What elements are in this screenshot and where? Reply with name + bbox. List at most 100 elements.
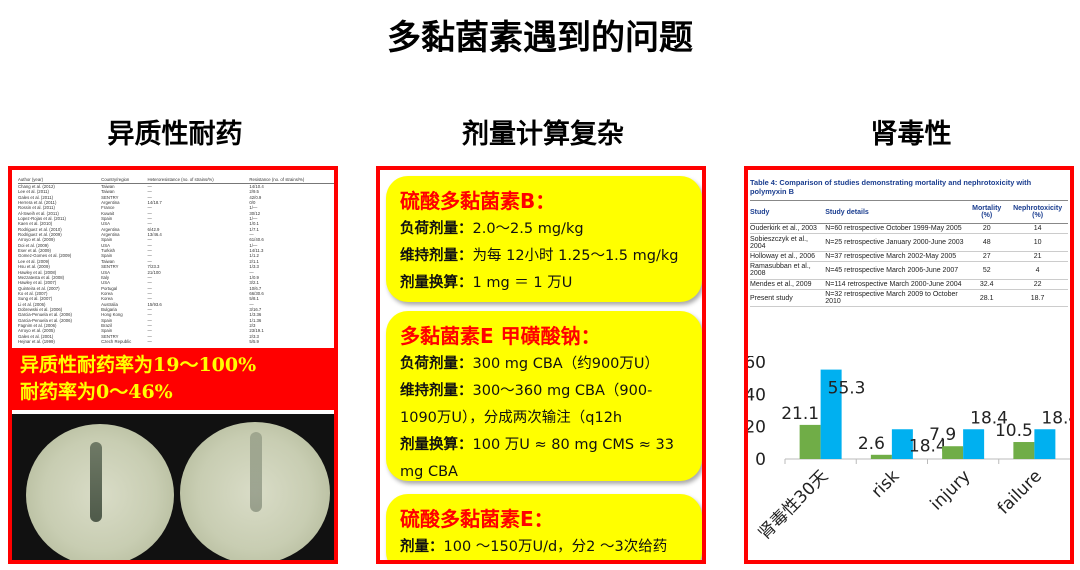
table-cell: Lopez-Rojas et al. (2011) [18, 216, 66, 222]
table-cell: 14/10.4 [249, 184, 264, 189]
card-heading: 多黏菌素E 甲磺酸钠： [400, 324, 601, 348]
column-header: Country/region [101, 176, 148, 184]
table-row: Gales et al. (2001) SENTRY — 2/3.3 [18, 334, 334, 339]
table-cell: — [147, 237, 152, 243]
table-cell: N=60 retrospective October 1999-May 2005 [825, 223, 967, 235]
nephrotoxicity-panel: Table 4: Comparison of studies demonstra… [744, 166, 1074, 564]
table-cell: — [147, 274, 152, 280]
dosage-value: 100 万U ≈ 80 mg CMS ≈ 33 mg CBA [400, 437, 674, 480]
table-cell: Gales et al. (2011) [18, 194, 54, 200]
table-cell: — [249, 232, 254, 238]
table-cell: Korea [101, 290, 113, 296]
table-cell: 1/0.9 [249, 274, 259, 280]
table-cell: Hejnar et al. (1999) [18, 338, 55, 344]
dosage-value: 300 mg CBA（约900万U） [472, 356, 660, 372]
column-header: Study details [825, 201, 967, 224]
table-cell: Brazil [101, 322, 112, 328]
banner-line: 耐药率为0～46% [20, 381, 173, 403]
table-cell: 48 [966, 233, 1008, 252]
table-cell: Arroyo et al. (2005) [18, 328, 55, 334]
dosage-line: 剂量换算：1 mg ＝ 1 万U [400, 270, 688, 297]
table-cell: USA [101, 280, 110, 286]
table-cell: Hawley et al. (2008) [18, 269, 57, 275]
table-cell: 14/18.7 [147, 200, 162, 206]
table-cell: — [147, 290, 152, 296]
table-row: Kaen et al. (2010) USA — 1/0.1 [18, 221, 334, 226]
table-cell: — [147, 306, 152, 312]
table-cell: — [147, 258, 152, 264]
table-cell: 28.1 [966, 289, 1008, 308]
table-cell: 14/11.3 [249, 248, 264, 254]
table-cell: Spain [101, 216, 113, 222]
table-cell: Hsu et al. (2009) [18, 264, 50, 270]
table-row: Sung et al. (2007) Korea — 5/8.1 [18, 296, 334, 301]
table-cell: SENTRY [101, 194, 119, 200]
table-cell: Taiwan [101, 184, 115, 189]
table-cell: 15/93.6 [147, 301, 162, 307]
table-cell: 2/1.1 [249, 258, 259, 264]
table-cell: Herrera et al. (2011) [18, 200, 57, 206]
table-row: Hawley et al. (2007) USA — 3/2.1 [18, 280, 334, 285]
table-cell: N=37 retrospective March 2002-May 2005 [825, 251, 967, 263]
table-row: Lee et al. (2011) Taiwan — 2/9.5 [18, 189, 334, 194]
dosage-label: 维持剂量： [400, 383, 473, 399]
table-cell: Garcia-Penuela et al. (2006) [18, 312, 72, 318]
dosage-label: 剂量换算： [400, 275, 473, 291]
y-tick-label: 40 [748, 385, 766, 405]
table-cell: Turkish [101, 248, 116, 254]
table-cell: Australia [101, 301, 118, 307]
table-cell: Czech Republic [101, 338, 132, 344]
etest-strip [90, 442, 102, 522]
table-cell: 1/7.1 [249, 226, 259, 232]
table-cell: Bulgaria [101, 306, 117, 312]
table-cell: Portugal [101, 285, 118, 291]
y-tick-label: 60 [748, 356, 766, 373]
dosage-card: 硫酸多黏菌素B： 负荷剂量：2.0～2.5 mg/kg 维持剂量：为每 12小时 1… [386, 176, 702, 302]
table-cell: Present study [750, 289, 826, 308]
table-cell: 2/3.3 [249, 333, 259, 339]
table-cell: Taiwan [101, 189, 115, 195]
bar [942, 446, 964, 459]
table-cell: — [147, 210, 152, 216]
table-cell: 1/0.1 [249, 221, 259, 227]
dosage-line: 维持剂量：为每 12小时 1.25～1.5 mg/kg [400, 243, 688, 270]
card-heading: 硫酸多黏菌素E： [400, 507, 554, 531]
table-cell: 7/23.3 [147, 264, 160, 270]
table-cell: 3/16.7 [249, 306, 262, 312]
column-header: Heteroresistance (no. of strains/%) [147, 176, 250, 184]
dosage-label: 剂量换算： [400, 437, 473, 453]
table-cell: Holloway et al., 2006 [750, 251, 826, 263]
table-cell: Spain [101, 328, 113, 334]
heading-heteroresistance: 异质性耐药 [107, 119, 243, 150]
table-cell: — [147, 285, 152, 291]
column-header: Mortality (%) [966, 201, 1008, 224]
petri-dish-right [180, 422, 330, 560]
table-cell: France [101, 205, 115, 211]
table-cell: — [147, 333, 152, 339]
table-row: Mendes et al., 2009 N=114 retrospective M… [750, 279, 1068, 290]
table-row: Sobieszczyk et al., 2004 N=25 retrospecti… [750, 233, 1068, 252]
bar [891, 429, 913, 459]
petri-dish-left [26, 424, 174, 560]
table-cell: — [249, 269, 254, 275]
table-row: Mezzatesta et al. (2008) Italy — 1/0.9 [18, 275, 334, 280]
dosage-line: 负荷剂量：300 mg CBA（约900万U） [400, 351, 688, 378]
table-cell: Sobieszczyk et al., 2004 [750, 233, 826, 252]
table-row: Herrera et al. (2011) Argentina 14/18.7 0/0 [18, 200, 334, 205]
table-cell: — [147, 216, 152, 222]
y-tick-label: 20 [748, 418, 766, 438]
dosage-label: 维持剂量： [400, 248, 473, 264]
table-cell: — [147, 253, 152, 259]
dosage-line: 剂量换算：100 万U ≈ 80 mg CMS ≈ 33 mg CBA [400, 432, 688, 486]
etest-strip [250, 432, 262, 512]
column-header: Resistance (no. of strains/%) [249, 176, 334, 184]
data-label: 2.6 [858, 434, 885, 454]
table-cell: 1/3.3 [249, 264, 259, 270]
table-cell: Argentina [101, 226, 120, 232]
table-cell: N=32 retrospective March 2009 to October… [825, 289, 967, 308]
table-cell: 0/0 [249, 200, 256, 206]
table-cell: Li et al. (2006) [18, 301, 46, 307]
resistance-rate-banner: 异质性耐药率为19～100% 耐药率为0～46% [12, 348, 334, 410]
table-cell: 5/8.1 [249, 296, 259, 302]
table-cell: Italy [101, 274, 110, 280]
